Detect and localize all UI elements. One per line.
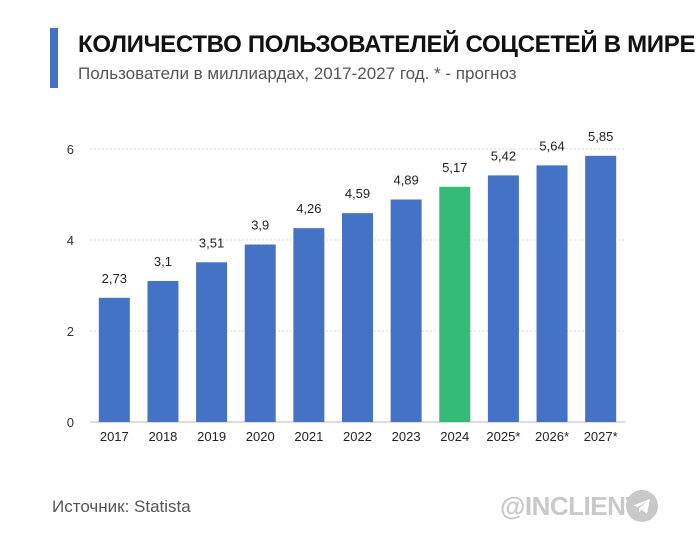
bar <box>536 165 568 422</box>
bar <box>390 199 422 422</box>
data-label: 4,26 <box>296 201 321 216</box>
source-note: Источник: Statista <box>52 497 191 516</box>
x-tick-label: 2027* <box>584 429 618 444</box>
x-tick-label: 2025* <box>486 429 520 444</box>
x-tick-label: 2022 <box>343 429 372 444</box>
data-label: 4,59 <box>345 186 370 201</box>
y-tick-label: 4 <box>67 233 74 248</box>
data-label: 4,89 <box>393 173 418 188</box>
bar <box>98 297 130 422</box>
data-label: 3,51 <box>199 235 224 250</box>
x-tick-label: 2017 <box>100 429 129 444</box>
chart-title: КОЛИЧЕСТВО ПОЛЬЗОВАТЕЛЕЙ СОЦСЕТЕЙ В МИРЕ <box>78 31 696 58</box>
data-label: 3,9 <box>251 218 269 233</box>
data-label: 3,1 <box>154 254 172 269</box>
title-accent-bar <box>50 28 58 88</box>
x-tick-label: 2026* <box>535 429 569 444</box>
bar <box>196 262 228 422</box>
x-tick-label: 2024 <box>440 429 469 444</box>
x-tick-label: 2023 <box>392 429 421 444</box>
y-tick-label: 2 <box>67 324 74 339</box>
bar <box>244 244 276 422</box>
x-tick-label: 2018 <box>148 429 177 444</box>
data-label: 5,17 <box>442 160 467 175</box>
brand-watermark: @INCLIENT <box>500 491 641 521</box>
data-label: 5,85 <box>588 129 613 144</box>
data-label: 5,42 <box>491 148 516 163</box>
bar <box>293 228 325 422</box>
x-tick-label: 2021 <box>294 429 323 444</box>
data-label: 5,64 <box>539 138 564 153</box>
bar <box>487 175 519 422</box>
x-tick-label: 2020 <box>246 429 275 444</box>
x-tick-label: 2019 <box>197 429 226 444</box>
bar <box>342 213 373 422</box>
bar <box>439 186 471 422</box>
y-tick-label: 0 <box>67 415 74 430</box>
bar <box>585 155 617 422</box>
y-tick-label: 6 <box>67 142 74 157</box>
chart-subtitle: Пользователи в миллиардах, 2017-2027 год… <box>78 64 517 83</box>
bar <box>147 280 179 422</box>
data-label: 2,73 <box>102 271 127 286</box>
telegram-icon <box>626 490 658 522</box>
